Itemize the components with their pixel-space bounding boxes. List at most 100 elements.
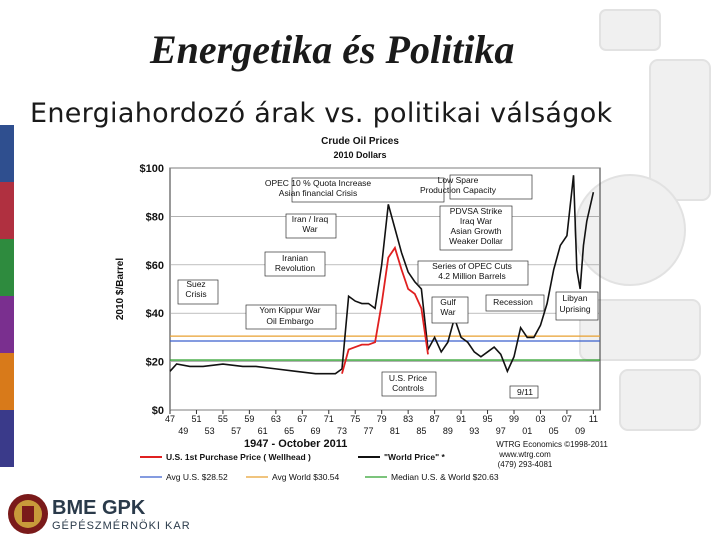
credit-line: (479) 293-4081 — [498, 460, 553, 469]
annotation-box — [417, 260, 529, 286]
y-tick-label: $100 — [140, 163, 164, 175]
x-tick-label: 73 — [337, 426, 347, 436]
annotation-label: Yom Kippur War — [259, 305, 320, 315]
x-tick-label: 03 — [535, 414, 545, 424]
annotation-box — [177, 279, 219, 305]
x-tick-label: 01 — [522, 426, 532, 436]
annotation-label: Iranian — [282, 253, 308, 263]
chart-title: Crude Oil Prices — [321, 136, 399, 147]
legend-label: Median U.S. & World $20.63 — [391, 472, 499, 482]
annotation-label: Revolution — [275, 263, 315, 273]
x-tick-label: 85 — [416, 426, 426, 436]
x-tick-label: 71 — [324, 414, 334, 424]
x-tick-label: 55 — [218, 414, 228, 424]
legend-label: U.S. 1st Purchase Price ( Wellhead ) — [166, 452, 311, 462]
series-line-us — [341, 245, 429, 374]
annotation-box — [509, 385, 539, 399]
annotation-box — [291, 177, 445, 203]
legend-label: Avg U.S. $28.52 — [166, 472, 228, 482]
annotation-label: PDVSA Strike — [450, 206, 503, 216]
x-tick-label: 67 — [297, 414, 307, 424]
x-tick-label: 51 — [191, 414, 201, 424]
y-axis-label: 2010 $/Barrel — [115, 258, 126, 320]
annotation-label: Production Capacity — [420, 185, 497, 195]
x-tick-label: 75 — [350, 414, 360, 424]
x-tick-label: 83 — [403, 414, 413, 424]
annotation-box — [555, 291, 599, 321]
x-tick-label: 47 — [165, 414, 175, 424]
credit-line: www.wtrg.com — [498, 450, 551, 459]
y-tick-label: $80 — [146, 211, 164, 223]
x-tick-label: 05 — [549, 426, 559, 436]
x-tick-label: 09 — [575, 426, 585, 436]
x-tick-label: 91 — [456, 414, 466, 424]
annotation-box — [439, 205, 513, 251]
annotation-label: Controls — [392, 383, 424, 393]
annotation-label: OPEC 10 % Quota Increase — [265, 178, 372, 188]
legend-label: "World Price" * — [384, 452, 445, 462]
x-tick-label: 81 — [390, 426, 400, 436]
annotation-box — [264, 251, 326, 277]
annotation-label: Asian Growth — [450, 226, 501, 236]
y-tick-label: $60 — [146, 260, 164, 272]
x-tick-label: 97 — [496, 426, 506, 436]
annotation-box — [285, 213, 337, 239]
stripe-5 — [0, 410, 14, 467]
x-tick-label: 77 — [363, 426, 373, 436]
stripe-0 — [0, 125, 14, 182]
annotation-box — [245, 304, 337, 330]
annotation-label: Iran / Iraq — [292, 214, 329, 224]
left-color-stripes — [0, 125, 14, 467]
annotation-label: Libyan — [562, 293, 587, 303]
logo-text-sub: GÉPÉSZMÉRNÖKI KAR — [52, 520, 191, 532]
logo-text-main: BME GPK — [52, 497, 146, 519]
annotation-label: War — [302, 224, 317, 234]
annotation-label: Weaker Dollar — [449, 236, 503, 246]
crude-oil-price-chart: Crude Oil Prices 2010 Dollars $0 $20 $40 $60 $… — [115, 136, 608, 482]
x-tick-label: 59 — [244, 414, 254, 424]
x-tick-label: 69 — [311, 426, 321, 436]
x-tick-label: 07 — [562, 414, 572, 424]
x-tick-label: 93 — [469, 426, 479, 436]
annotation-label: Iraq War — [460, 216, 492, 226]
x-axis-label: 1947 - October 2011 — [244, 438, 347, 450]
annotation-label: War — [440, 307, 455, 317]
annotation-label: Suez — [186, 279, 205, 289]
x-tick-label: 79 — [377, 414, 387, 424]
x-tick-label: 61 — [258, 426, 268, 436]
bme-gpk-logo — [8, 494, 48, 534]
annotation-box — [381, 371, 437, 397]
chart-subtitle: 2010 Dollars — [333, 150, 386, 160]
x-tick-label: 49 — [178, 426, 188, 436]
x-tick-label: 57 — [231, 426, 241, 436]
x-tick-label: 65 — [284, 426, 294, 436]
x-tick-label: 87 — [430, 414, 440, 424]
slide-title: Energetika és Politika — [150, 27, 515, 72]
x-tick-label: 99 — [509, 414, 519, 424]
credit-line: WTRG Economics ©1998-2011 — [496, 440, 608, 449]
stripe-3 — [0, 296, 14, 353]
y-tick-label: $40 — [146, 308, 164, 320]
y-tick-label: $0 — [152, 405, 164, 417]
annotation-label: 4.2 Million Barrels — [438, 271, 506, 281]
slide-subtitle: Energiahordozó árak vs. politikai válság… — [30, 98, 613, 129]
annotation-label: Oil Embargo — [266, 316, 314, 326]
annotation-label: 9/11 — [517, 387, 533, 397]
x-tick-label: 63 — [271, 414, 281, 424]
annotation-box — [485, 294, 545, 312]
annotation-label: Gulf — [440, 297, 456, 307]
annotation-label: Asian financial Crisis — [279, 188, 357, 198]
y-tick-label: $20 — [146, 357, 164, 369]
stripe-1 — [0, 182, 14, 239]
x-tick-label: 53 — [205, 426, 215, 436]
stripe-2 — [0, 239, 14, 296]
x-tick-label: 11 — [589, 414, 598, 424]
x-tick-label: 89 — [443, 426, 453, 436]
annotation-label: Recession — [493, 297, 533, 307]
annotation-label: Uprising — [559, 304, 590, 314]
annotation-box — [431, 296, 469, 324]
annotation-label: Crisis — [185, 289, 206, 299]
legend-label: Avg World $30.54 — [272, 472, 340, 482]
background-ornament — [574, 9, 711, 431]
annotation-label: Low Spare — [438, 175, 479, 185]
